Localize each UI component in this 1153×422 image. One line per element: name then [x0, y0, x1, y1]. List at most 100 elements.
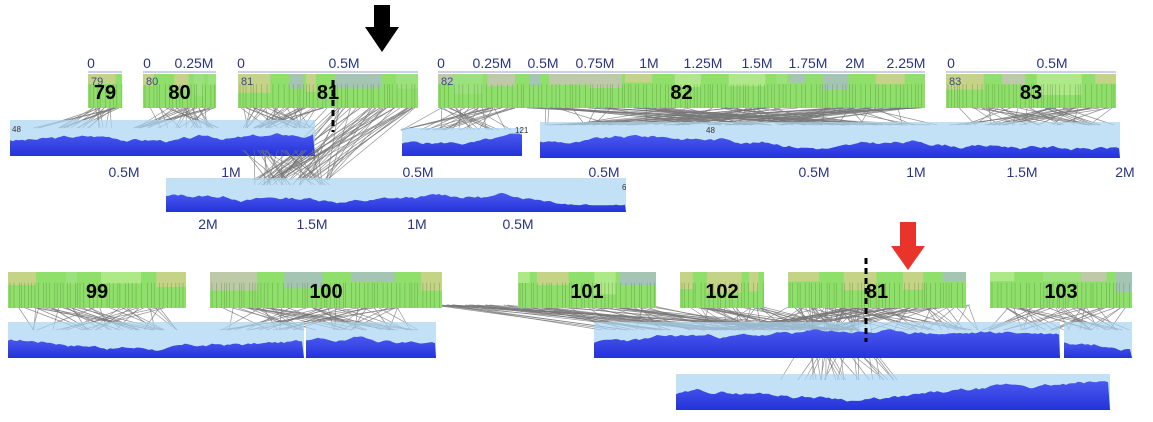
contig-small-id: 82	[441, 76, 453, 88]
ruler-tick-label: 1M	[639, 55, 658, 71]
lower-scaffold-track: 6 2M 1.5M 1M 0.5M	[166, 150, 627, 232]
contig-small-id: 80	[146, 76, 158, 88]
coverage-max-label: 48	[706, 126, 715, 135]
scaffold-tick-label: 1.5M	[1006, 164, 1037, 180]
contig-small-id: 83	[949, 76, 961, 88]
bottom-contig-100: 100	[210, 272, 442, 308]
bottom-contig-103: 103	[990, 272, 1132, 308]
red-down-arrow-icon	[891, 222, 925, 270]
ruler-tick-label: 1.5M	[741, 55, 772, 71]
coverage-max-label: 48	[12, 125, 21, 134]
bottom-coverage-scaffold-2	[306, 322, 436, 358]
bottom-coverage-scaffold-4	[1064, 322, 1132, 358]
contig-label: 100	[309, 281, 342, 303]
scaffold-tick-label: 2M	[1115, 164, 1134, 180]
contig-patch	[530, 74, 541, 86]
links-82-left	[401, 108, 515, 130]
contig-patch	[290, 74, 303, 89]
contig-label: 81	[317, 82, 339, 104]
bottom-coverage-scaffold-3	[594, 322, 1060, 358]
contig-patch	[729, 74, 766, 86]
contig-patch	[876, 74, 905, 84]
contig-patch	[351, 272, 395, 282]
contig-patch	[537, 272, 569, 285]
contig-label: 99	[86, 281, 108, 303]
contig-patch	[625, 74, 652, 83]
bottom-contig-99: 99	[8, 272, 186, 308]
top-coverage-scaffold-3	[540, 122, 1120, 158]
bottom-coverage-track	[8, 322, 1132, 410]
contig-patch	[335, 74, 381, 88]
ruler-tick-label: 0	[947, 55, 955, 71]
contig-patch	[421, 272, 442, 291]
contig-patch	[788, 272, 819, 281]
top-contig-83: 83 83	[946, 74, 1116, 108]
contig-patch	[306, 74, 316, 92]
ruler-tick-label: 2.25M	[887, 55, 926, 71]
top-contig-82: 82 82	[438, 74, 925, 108]
contig-patch	[776, 74, 787, 84]
contig-small-id: 81	[241, 76, 253, 88]
ruler-tick-label: 0.5M	[527, 55, 558, 71]
contig-label: 81	[866, 281, 888, 303]
contig-patch	[1095, 74, 1116, 84]
top-coverage-scaffold-1	[10, 120, 315, 156]
bottom-coverage-scaffold-5	[676, 374, 1110, 410]
contig-label: 79	[94, 82, 116, 104]
contig-patch	[789, 74, 804, 83]
contig-patch	[518, 272, 530, 283]
ruler-tick-label: 1.75M	[789, 55, 828, 71]
contig-label: 101	[570, 281, 603, 303]
contig-patch	[1080, 272, 1106, 281]
contig-label: 82	[670, 82, 692, 104]
ruler-tick-label: 0.25M	[473, 55, 512, 71]
contig-patch	[453, 74, 482, 94]
contig-patch	[823, 74, 849, 90]
contig-patch	[66, 272, 77, 284]
scaffold-tick-label: 1M	[906, 164, 925, 180]
ruler-tick-label: 0.5M	[1036, 55, 1067, 71]
scaffold-tick-label: 1M	[221, 164, 240, 180]
contig-label: 83	[1020, 82, 1042, 104]
coverage-max-label: 6	[622, 183, 627, 192]
bottom-contig-101: 101	[518, 272, 656, 308]
contig-patch	[589, 74, 622, 88]
bottom-contig-102: 102	[680, 272, 764, 308]
bottom-coverage-scaffold-1	[8, 322, 304, 358]
alignment-link	[456, 108, 472, 130]
contig-patch	[487, 74, 515, 86]
contig-patch	[903, 272, 923, 290]
ruler-tick-label: 0	[437, 55, 445, 71]
scaffold-tick-label: 0.5M	[502, 216, 533, 232]
contig-patch	[943, 272, 966, 281]
contig-patch	[549, 74, 589, 85]
scaffold-tick-label: 0.5M	[798, 164, 829, 180]
bottom-contig-track: 99 100 101 102 81 103	[8, 272, 1132, 308]
ruler-tick-label: 0.75M	[576, 55, 615, 71]
contig-patch	[207, 74, 216, 85]
top-coverage-scaffold-2	[402, 128, 522, 156]
bottom-contig-81: 81	[788, 272, 966, 308]
scaffold-tick-label: 1.5M	[296, 216, 327, 232]
contig-patch	[990, 272, 1014, 281]
black-down-arrow-icon	[365, 5, 399, 52]
ruler-tick-label: 2M	[845, 55, 864, 71]
ruler-tick-label: 0.5M	[328, 55, 359, 71]
top-contig-81: 81 81	[238, 74, 418, 108]
scaffold-tick-label: 2M	[198, 216, 217, 232]
scaffold-tick-label: 0.5M	[588, 164, 619, 180]
ruler-tick-label: 0	[237, 55, 245, 71]
ruler-tick-label: 1.25M	[684, 55, 723, 71]
contig-label: 103	[1044, 281, 1077, 303]
lower-coverage-scaffold	[166, 178, 626, 212]
scaffold-tick-label: 0.5M	[402, 164, 433, 180]
scaffold-tick-label: 1M	[407, 216, 426, 232]
coverage-max-label: 121	[515, 126, 529, 135]
ruler-tick-label: 0.25M	[175, 55, 214, 71]
